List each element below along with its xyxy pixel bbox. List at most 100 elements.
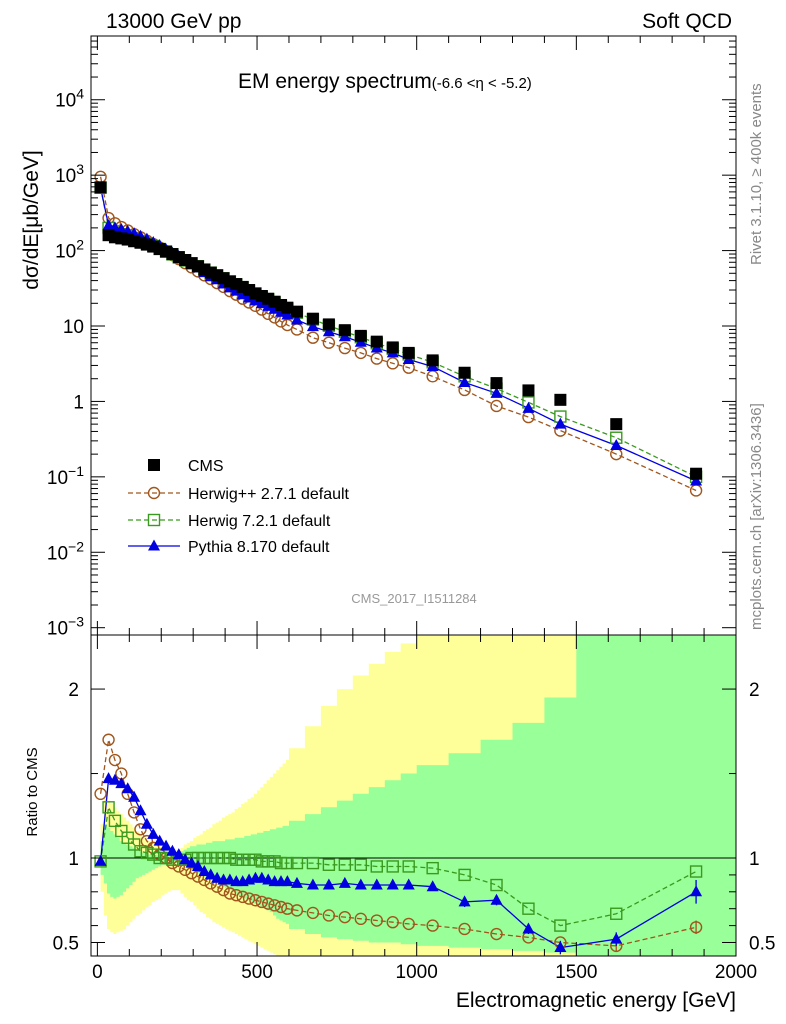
y-tick-label: 102 (55, 237, 84, 263)
ratio-point-herwig7 (689, 865, 703, 878)
point-cms (370, 335, 383, 348)
ratio-point-herwig7 (127, 838, 141, 851)
y-tick-label: 103 (55, 161, 84, 187)
ratio-y-tick-label: 1 (68, 849, 79, 870)
point-herwigpp (338, 341, 352, 355)
ratio-point-pythia (172, 848, 185, 860)
ratio-point-herwig7 (262, 855, 275, 868)
point-herwigpp (522, 410, 535, 424)
ratio-point-herwig7 (610, 907, 623, 920)
legend-label-pythia: Pythia 8.170 default (188, 539, 330, 556)
ratio-point-herwig7 (268, 855, 281, 868)
legend-marker-herwig7 (147, 513, 161, 527)
ratio-point-herwig7 (249, 853, 262, 866)
ratio-point-herwigpp (338, 910, 352, 924)
ratio-point-herwig7 (230, 853, 243, 866)
ratio-point-herwig7 (370, 860, 383, 873)
ratio-point-pythia (191, 859, 204, 871)
main-title: EM energy spectrum(-6.6 <η < -5.2) (238, 70, 532, 93)
ratio-y-tick-label-right: 2 (749, 680, 760, 701)
ratio-y-tick-label: 2 (68, 680, 79, 701)
point-cms (458, 366, 471, 379)
ratio-point-herwig7 (554, 919, 567, 932)
point-herwigpp (290, 323, 304, 336)
point-pythia (690, 474, 703, 486)
ratio-point-pythia (147, 827, 160, 839)
ratio-point-herwig7 (290, 856, 304, 870)
ratio-point-herwig7 (458, 868, 471, 882)
ratio-point-herwigpp (306, 906, 320, 920)
legend: CMS Herwig++ 2.7.1 default Herwig 7.2.1 de… (128, 458, 350, 556)
uncertainty-band-inner (100, 635, 737, 956)
ratio-point-herwig7 (108, 814, 122, 828)
ratio-point-herwigpp (236, 890, 249, 904)
point-pythia (255, 297, 268, 309)
legend-label-herwig7: Herwig 7.2.1 default (188, 513, 331, 530)
legend-label-cms: CMS (188, 458, 224, 475)
ratio-point-herwigpp (102, 733, 115, 746)
ratio-point-pythia (204, 868, 217, 880)
ratio-point-herwigpp (458, 922, 471, 936)
ratio-point-pythia (121, 782, 134, 794)
point-cms (690, 467, 703, 480)
ratio-data-marks (94, 733, 703, 955)
ratio-point-pythia (153, 834, 166, 846)
ratio-point-pythia (306, 878, 319, 890)
ratio-point-herwig7 (236, 853, 249, 866)
point-pythia (522, 401, 535, 413)
point-herwigpp (306, 331, 320, 344)
ratio-point-herwigpp (290, 904, 304, 917)
mcplots-label: mcplots.cern.ch [arXiv:1306.3436] (748, 403, 765, 630)
ratio-point-herwig7 (204, 851, 217, 865)
series-line-herwig7 (99, 187, 697, 478)
ratio-point-pythia (458, 895, 471, 907)
ratio-point-pythia (402, 878, 415, 890)
ratio-axes: 0.5 0.5 1 1 2 2 0 500 1000 1500 2000 (53, 635, 775, 983)
ratio-point-herwigpp (402, 917, 415, 931)
ratio-line-herwigpp (99, 739, 697, 947)
ratio-point-pythia (185, 856, 198, 868)
ratio-point-herwigpp (274, 900, 288, 914)
ratio-point-herwigpp (689, 921, 703, 934)
ratio-point-herwig7 (402, 860, 415, 873)
point-cms (402, 346, 415, 359)
point-cms (426, 354, 439, 367)
point-herwigpp (354, 346, 368, 360)
ratio-point-herwigpp (223, 887, 237, 900)
ratio-point-herwigpp (249, 894, 262, 907)
ratio-point-herwigpp (386, 916, 399, 929)
ratio-point-pythia (610, 932, 623, 944)
point-pythia (490, 386, 503, 398)
ratio-point-herwig7 (281, 856, 294, 870)
ratio-point-herwig7 (274, 856, 288, 870)
main-title-range: (-6.6 <η < -5.2) (432, 75, 532, 92)
x-tick-label: 1500 (555, 962, 597, 983)
ratio-point-pythia (554, 941, 567, 953)
point-cms (386, 341, 399, 354)
x-tick-label: 500 (241, 962, 273, 983)
ratio-point-herwig7 (159, 851, 173, 865)
point-cms (290, 305, 303, 318)
point-herwigpp (386, 357, 399, 370)
ratio-point-herwig7 (153, 851, 166, 865)
ratio-point-herwigpp (134, 823, 147, 836)
point-cms (610, 418, 623, 431)
point-cms (354, 329, 367, 342)
ratio-point-pythia (354, 878, 367, 890)
point-pythia (274, 305, 287, 317)
point-cms (522, 384, 535, 397)
ratio-point-herwig7 (255, 855, 269, 868)
ratio-point-herwigpp (94, 787, 107, 801)
ratio-point-herwigpp (281, 902, 294, 915)
ratio-point-pythia (281, 875, 294, 887)
ratio-point-herwig7 (115, 824, 128, 838)
ratio-y-tick-label-right: 1 (749, 849, 760, 870)
ratio-point-herwigpp (255, 895, 269, 909)
ratio-point-herwigpp (191, 870, 205, 883)
ratio-point-herwigpp (490, 927, 503, 941)
point-herwigpp (370, 352, 383, 365)
header-left-label: 13000 GeV pp (106, 10, 241, 33)
ratio-point-pythia (386, 878, 399, 890)
point-pythia (249, 294, 262, 306)
main-axes: 10−3 10−2 10−1 1 10 102 103 104 (47, 35, 737, 640)
